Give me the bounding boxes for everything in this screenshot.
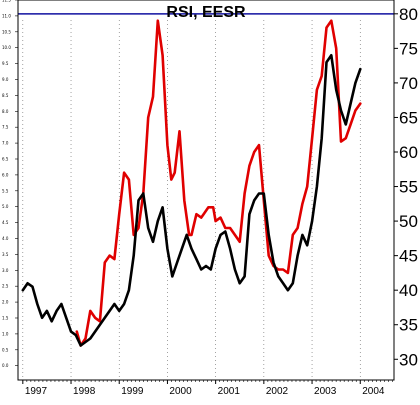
series-layer — [21, 19, 362, 347]
left-tick-label: 1.5 — [2, 315, 9, 320]
x-tick-label-2003: 2003 — [314, 386, 337, 397]
right-tick-label-70: 70 — [399, 74, 418, 93]
chart-title: RSI, EESR — [166, 4, 246, 21]
right-tick-label-60: 60 — [399, 143, 418, 162]
left-tick-label: 11.0 — [2, 13, 11, 18]
right-tick-label-65: 65 — [399, 108, 418, 127]
right-axis: 30 35 40 45 50 55 60 65 70 75 80 — [393, 0, 418, 380]
x-tick-label-1998: 1998 — [73, 386, 96, 397]
x-tick-label-2002: 2002 — [266, 386, 289, 397]
left-tick-label: 11.5 — [2, 0, 11, 3]
left-axis: 0.0 0.5 1.0 1.5 2.0 2.5 3.0 3.5 4.0 4.5 5.0 5.5 6.0 6… — [2, 0, 19, 380]
right-tick-label-50: 50 — [399, 212, 418, 231]
x-tick-label-1999: 1999 — [121, 386, 144, 397]
x-tick-label-2001: 2001 — [218, 386, 241, 397]
left-tick-label: 2.0 — [2, 300, 9, 305]
right-tick-label-55: 55 — [399, 178, 418, 197]
x-tick-label-2004: 2004 — [362, 386, 385, 397]
left-tick-label: 9.5 — [2, 61, 9, 66]
right-tick-label-35: 35 — [399, 316, 418, 335]
left-tick-label: 1.0 — [2, 331, 9, 336]
series-line-2 — [21, 53, 362, 347]
left-tick-label: 2.5 — [2, 284, 9, 289]
year-gridlines — [22, 20, 361, 380]
left-tick-label: 6.5 — [2, 156, 9, 161]
left-tick-label: 3.0 — [2, 268, 9, 273]
left-tick-label: 10.0 — [2, 45, 11, 50]
right-tick-label-30: 30 — [399, 350, 418, 369]
left-tick-label: 0.5 — [2, 347, 9, 352]
left-tick-label: 3.5 — [2, 252, 9, 257]
left-tick-label: 4.0 — [2, 236, 9, 241]
right-tick-label-80: 80 — [399, 5, 418, 24]
left-tick-label: 5.5 — [2, 188, 9, 193]
right-tick-label-40: 40 — [399, 281, 418, 300]
left-tick-label: 10.5 — [2, 29, 11, 34]
x-axis: 1997 1998 1999 2000 2001 2002 2003 2004 — [18, 379, 394, 397]
left-tick-label: 8.5 — [2, 93, 9, 98]
left-tick-label: 7.0 — [2, 141, 9, 146]
left-tick-label: 4.5 — [2, 220, 9, 225]
series-line-1 — [75, 19, 362, 347]
left-tick-label: 8.0 — [2, 109, 9, 114]
x-tick-label-1997: 1997 — [25, 386, 48, 397]
left-tick-label: 7.5 — [2, 125, 9, 130]
left-tick-label: 9.0 — [2, 77, 9, 82]
left-tick-label: 0.0 — [2, 363, 9, 368]
right-tick-label-75: 75 — [399, 39, 418, 58]
left-tick-label: 5.0 — [2, 204, 9, 209]
x-tick-label-2000: 2000 — [169, 386, 192, 397]
left-tick-label: 6.0 — [2, 172, 9, 177]
right-tick-label-45: 45 — [399, 247, 418, 266]
